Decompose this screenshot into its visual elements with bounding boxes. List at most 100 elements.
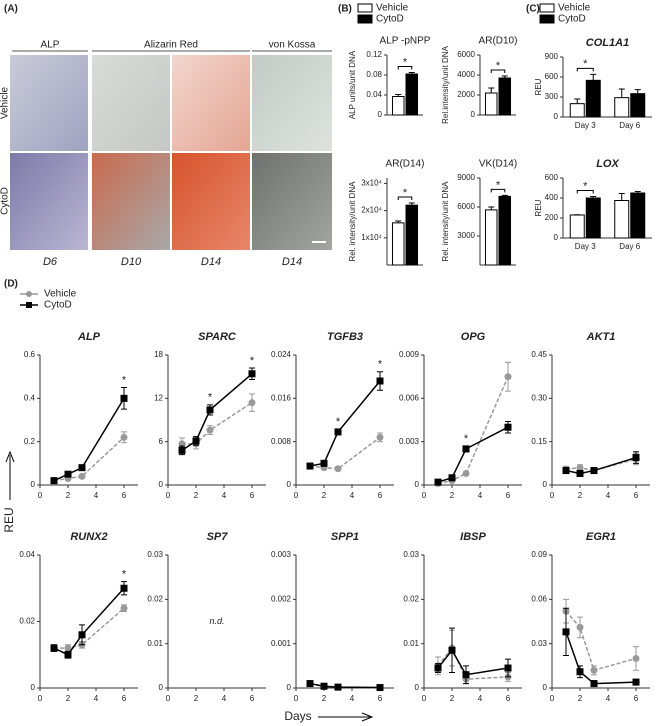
marker xyxy=(590,467,598,475)
y-tick-label: 2000 xyxy=(457,90,475,99)
marker xyxy=(632,454,640,462)
marker xyxy=(64,651,72,659)
marker xyxy=(590,666,598,674)
marker xyxy=(448,474,456,482)
micrographs xyxy=(10,50,332,250)
x-tick-label: 0 xyxy=(294,694,299,703)
x-tick-label: 2 xyxy=(322,694,327,703)
significance-label: * xyxy=(583,180,588,192)
error-bar xyxy=(634,191,641,193)
y-tick-label: 2x10⁴ xyxy=(361,206,382,215)
marker xyxy=(376,433,384,441)
y-tick-label: 0.008 xyxy=(271,437,292,446)
y-tick-label: 0.15 xyxy=(531,437,547,446)
x-tick-label: 4 xyxy=(606,491,611,500)
marker xyxy=(120,604,128,612)
y-tick-label: 3000 xyxy=(457,231,475,240)
y-tick-label: 1x10⁴ xyxy=(361,233,382,242)
significance-bracket xyxy=(576,190,594,194)
y-tick-label: 0 xyxy=(415,683,420,692)
row-label: CytoD xyxy=(0,187,11,215)
x-tick-label: Day 6 xyxy=(619,121,640,130)
y-tick-label: 0.003 xyxy=(271,550,292,559)
y-tick-label: 0 xyxy=(543,683,548,692)
y-tick-label: 0.04 xyxy=(19,550,35,559)
legend-swatch xyxy=(539,14,555,24)
marker xyxy=(576,464,584,472)
legend-marker xyxy=(26,291,32,297)
y-tick-label: 0.002 xyxy=(271,594,292,603)
significance-bracket xyxy=(490,69,506,73)
legend-label: CytoD xyxy=(376,14,404,25)
y-tick-label: 6 xyxy=(159,437,164,446)
bar xyxy=(585,79,601,118)
column-label: ALP xyxy=(41,40,60,51)
significance-bracket xyxy=(397,66,413,70)
marker xyxy=(78,464,86,472)
marker xyxy=(462,671,470,679)
image xyxy=(172,153,250,250)
y-tick-label: 0.30 xyxy=(531,393,547,402)
error-bar xyxy=(590,196,597,198)
x-tick-label: 0 xyxy=(422,694,427,703)
annotation: * xyxy=(250,355,255,367)
day-label: D10 xyxy=(121,256,142,268)
marker xyxy=(434,478,442,486)
series-line xyxy=(182,402,253,445)
error-bar xyxy=(634,89,641,94)
series-line xyxy=(309,380,381,467)
series-line xyxy=(53,436,125,482)
y-axis-label: ALP units/unit DNA xyxy=(348,50,357,119)
y-tick-label: 0 xyxy=(159,683,164,692)
y-tick-label: 0.6 xyxy=(24,350,36,359)
x-tick-label: 0 xyxy=(550,694,555,703)
series-line xyxy=(565,610,637,672)
y-tick-label: 0 xyxy=(471,110,476,119)
legend-swatch xyxy=(539,3,555,13)
chart-title: ALP xyxy=(77,331,101,343)
error-bar xyxy=(488,87,495,93)
chart-title: VK(D14) xyxy=(479,159,517,170)
marker xyxy=(590,680,598,688)
marker xyxy=(632,654,640,662)
chart-title: AKT1 xyxy=(586,331,616,343)
x-tick-label: 4 xyxy=(606,694,611,703)
bar xyxy=(484,209,498,266)
x-tick-label: 6 xyxy=(506,694,511,703)
marker xyxy=(192,437,200,445)
legend-swatch xyxy=(357,3,373,13)
x-tick-label: 4 xyxy=(94,694,99,703)
y-tick-label: 0 xyxy=(287,683,292,692)
marker xyxy=(376,377,384,385)
marker xyxy=(334,683,342,691)
chart-title: SP7 xyxy=(207,531,229,543)
bar xyxy=(614,200,630,239)
x-tick-label: 4 xyxy=(222,491,227,500)
y-tick-label: 0.001 xyxy=(271,639,292,648)
marker xyxy=(504,664,512,672)
image xyxy=(92,55,170,151)
panel-label: (C) xyxy=(526,4,540,15)
x-tick-label: 0 xyxy=(38,694,43,703)
panel-label: (B) xyxy=(338,4,352,15)
marker xyxy=(50,477,58,485)
marker xyxy=(632,678,640,686)
image xyxy=(172,55,250,151)
y-tick-label: 0.01 xyxy=(403,639,419,648)
y-tick-label: 0.024 xyxy=(271,350,292,359)
row-label: Vehicle xyxy=(0,86,11,119)
x-tick-label: 6 xyxy=(250,491,255,500)
bar xyxy=(630,192,646,239)
y-tick-label: 0 xyxy=(159,480,164,489)
y-tick-label: 9000 xyxy=(457,173,475,182)
bar xyxy=(484,92,498,116)
error-bar xyxy=(501,75,508,78)
x-axis-label: Days xyxy=(284,709,311,723)
x-tick-label: 4 xyxy=(94,491,99,500)
annotation: * xyxy=(378,359,383,371)
y-tick-label: 0 xyxy=(31,683,36,692)
x-tick-label: 4 xyxy=(222,694,227,703)
chart-title: ALP -pNPP xyxy=(380,36,431,47)
legend-marker xyxy=(26,302,32,308)
marker xyxy=(120,394,128,402)
